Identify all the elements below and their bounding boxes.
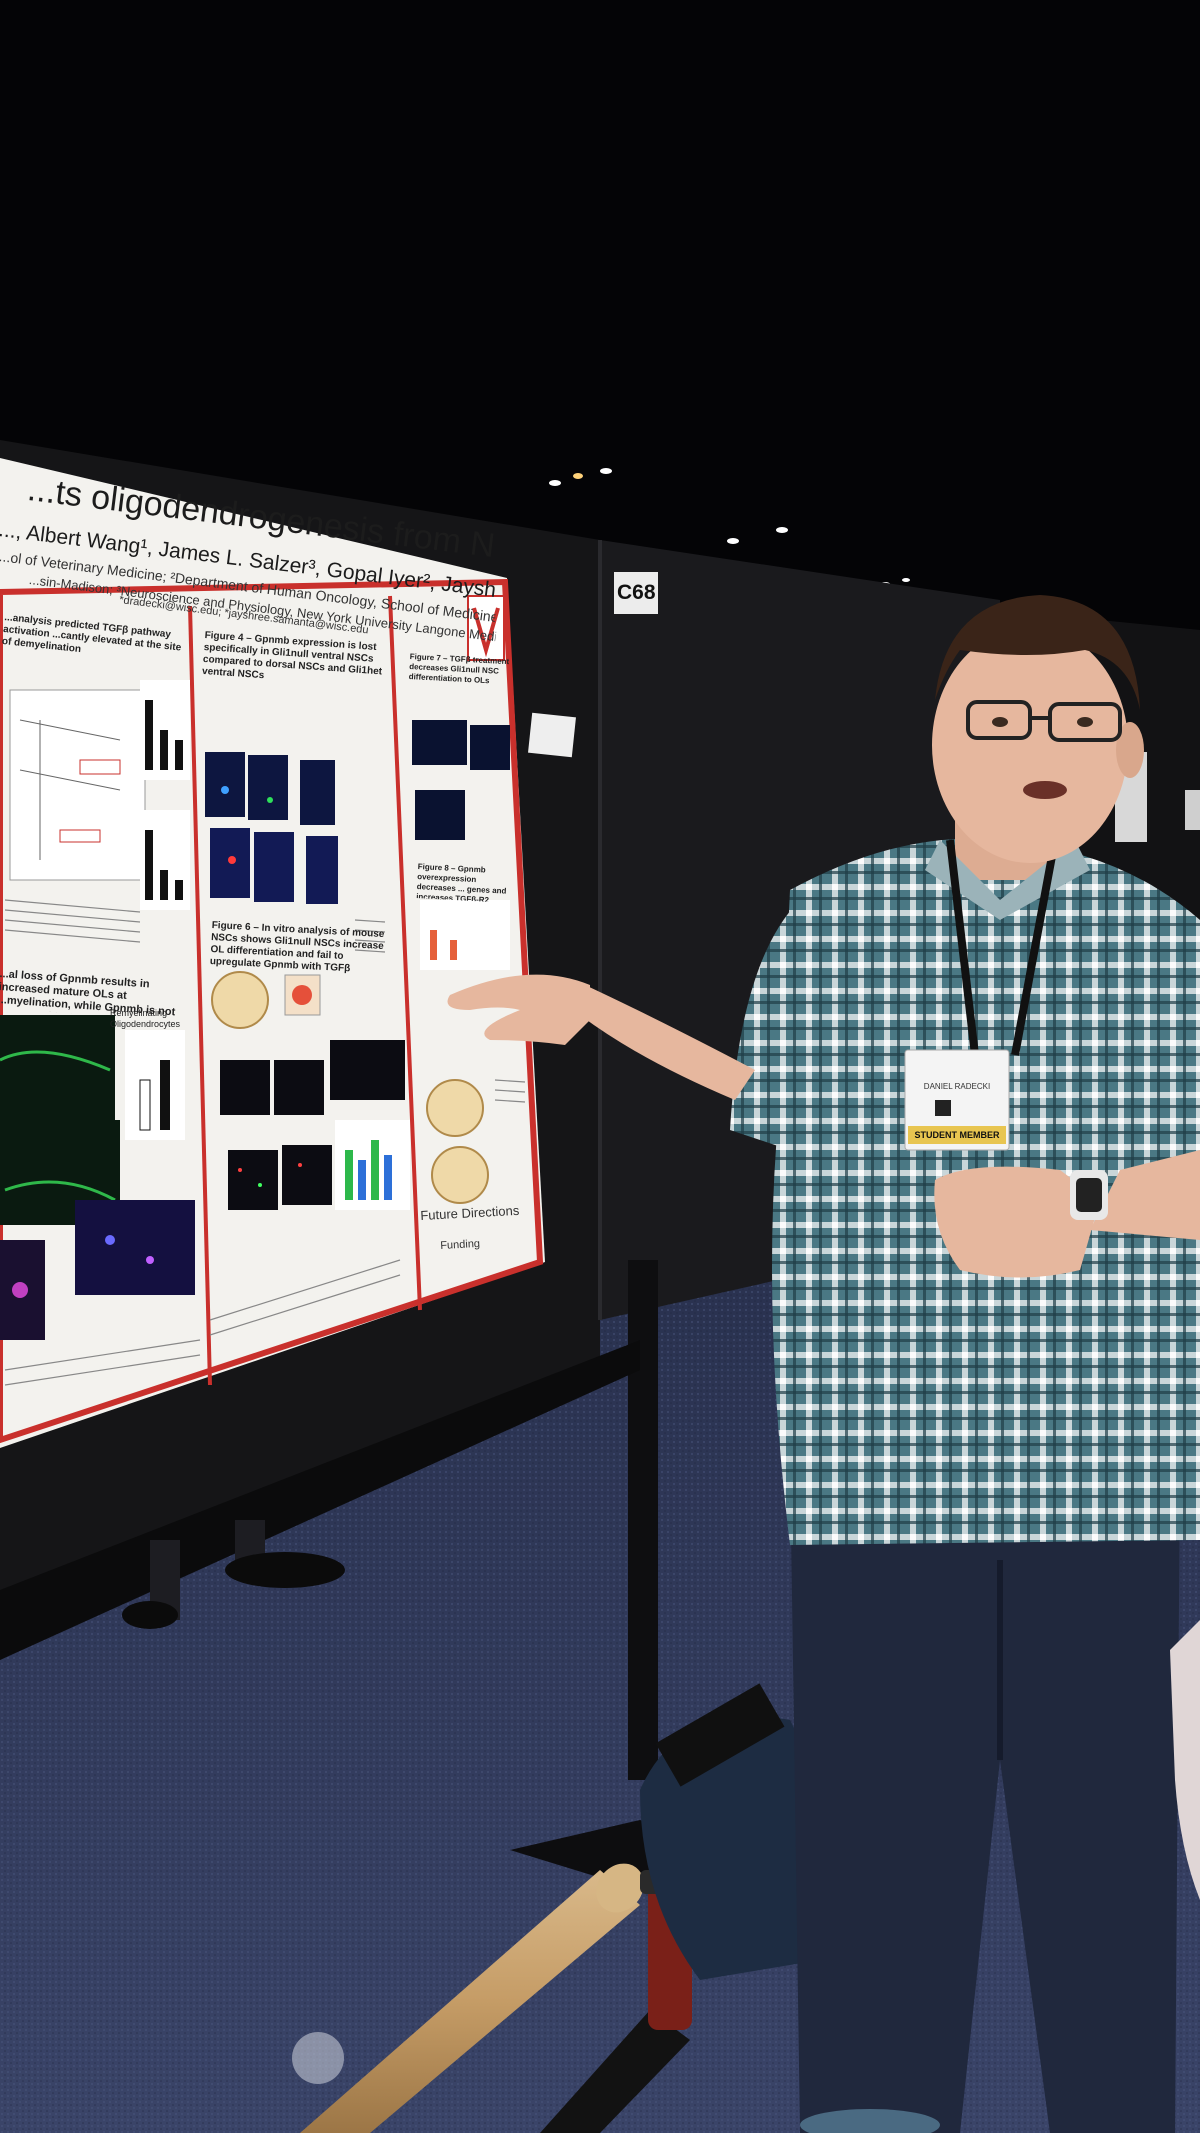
section-fig6-heading: Figure 6 – In vitro analysis of mouse NS…	[209, 920, 385, 975]
presenter-ear	[1116, 722, 1144, 778]
name-badge	[904, 1049, 1010, 1151]
fig4-micrograph-1	[205, 752, 245, 817]
presenter-right-arm	[1090, 1150, 1200, 1240]
tgfb-bar-chart	[140, 680, 190, 780]
black-tube	[540, 2010, 690, 2133]
university-logo	[467, 595, 505, 661]
pathway-diagram	[9, 689, 146, 881]
poster-body-text	[4, 899, 526, 1386]
poster	[0, 458, 545, 1448]
backpack-tag	[655, 1683, 785, 1787]
badge-name: DANIEL RADECKI	[923, 1082, 991, 1091]
micrograph-left-4	[75, 1200, 195, 1295]
fig6-bar-chart	[335, 1120, 410, 1210]
presenter-hand	[447, 974, 590, 1045]
fig7-micrograph-1	[412, 720, 467, 765]
fig6-micrograph-d	[228, 1150, 278, 1210]
presenter	[447, 595, 1200, 2133]
micrograph-left-1	[0, 1015, 115, 1120]
fig4-micrograph-2	[248, 755, 288, 820]
fig4-micrograph-5	[254, 832, 294, 902]
fig6-micrograph-c	[330, 1040, 405, 1100]
fig6-micrograph-e	[282, 1145, 332, 1205]
glasses-icon	[966, 700, 1122, 742]
panel-card	[528, 712, 576, 758]
remyelinating-heading: Remyelinating Oligodendrocytes	[110, 1008, 181, 1029]
future-brain-1	[426, 1079, 484, 1137]
gpnmb-bar-chart	[140, 810, 190, 910]
plastic-cup	[292, 2032, 344, 2084]
presenter-head	[932, 627, 1128, 863]
bystander-legs	[122, 1520, 345, 1629]
lanyard	[946, 839, 1059, 1056]
poster-red-frame	[0, 578, 544, 1444]
section-fig8-heading: Figure 8 – Gpnmb overexpression decrease…	[416, 862, 507, 904]
fig6-micrograph-a	[220, 1060, 270, 1115]
fig4-micrograph-6	[306, 836, 338, 904]
stand-pole	[628, 1260, 658, 1780]
brain-schematic	[211, 971, 269, 1029]
fig7-micrograph-3	[415, 790, 465, 840]
future-brain-2	[431, 1146, 489, 1204]
section-fig7-heading: Figure 7 – TGFβ treatment decreases Gli1…	[408, 652, 510, 686]
bystander-right	[1170, 1620, 1200, 1900]
badge-member-strip: STUDENT MEMBER	[914, 1130, 1000, 1140]
poster-tube	[300, 1870, 640, 2133]
presenter-forearm	[580, 985, 755, 1100]
presenter-jeans	[790, 1460, 1180, 2133]
remyelination-chart	[125, 1030, 185, 1140]
booth-number: C68	[617, 581, 655, 604]
fig4-micrograph-3	[300, 760, 335, 825]
floor-items	[292, 1683, 830, 2133]
presenter-mouth	[1023, 781, 1067, 799]
fig7-micrograph-2	[470, 725, 510, 770]
presenter-left-hand	[934, 1166, 1100, 1278]
far-paper-2	[1185, 790, 1200, 830]
presenter-sleeve	[730, 900, 810, 1150]
booth-number-plate	[614, 572, 658, 614]
presenter-shoe	[800, 2109, 940, 2133]
fig6-micrograph-b	[274, 1060, 324, 1115]
presenter-hair	[935, 595, 1140, 710]
